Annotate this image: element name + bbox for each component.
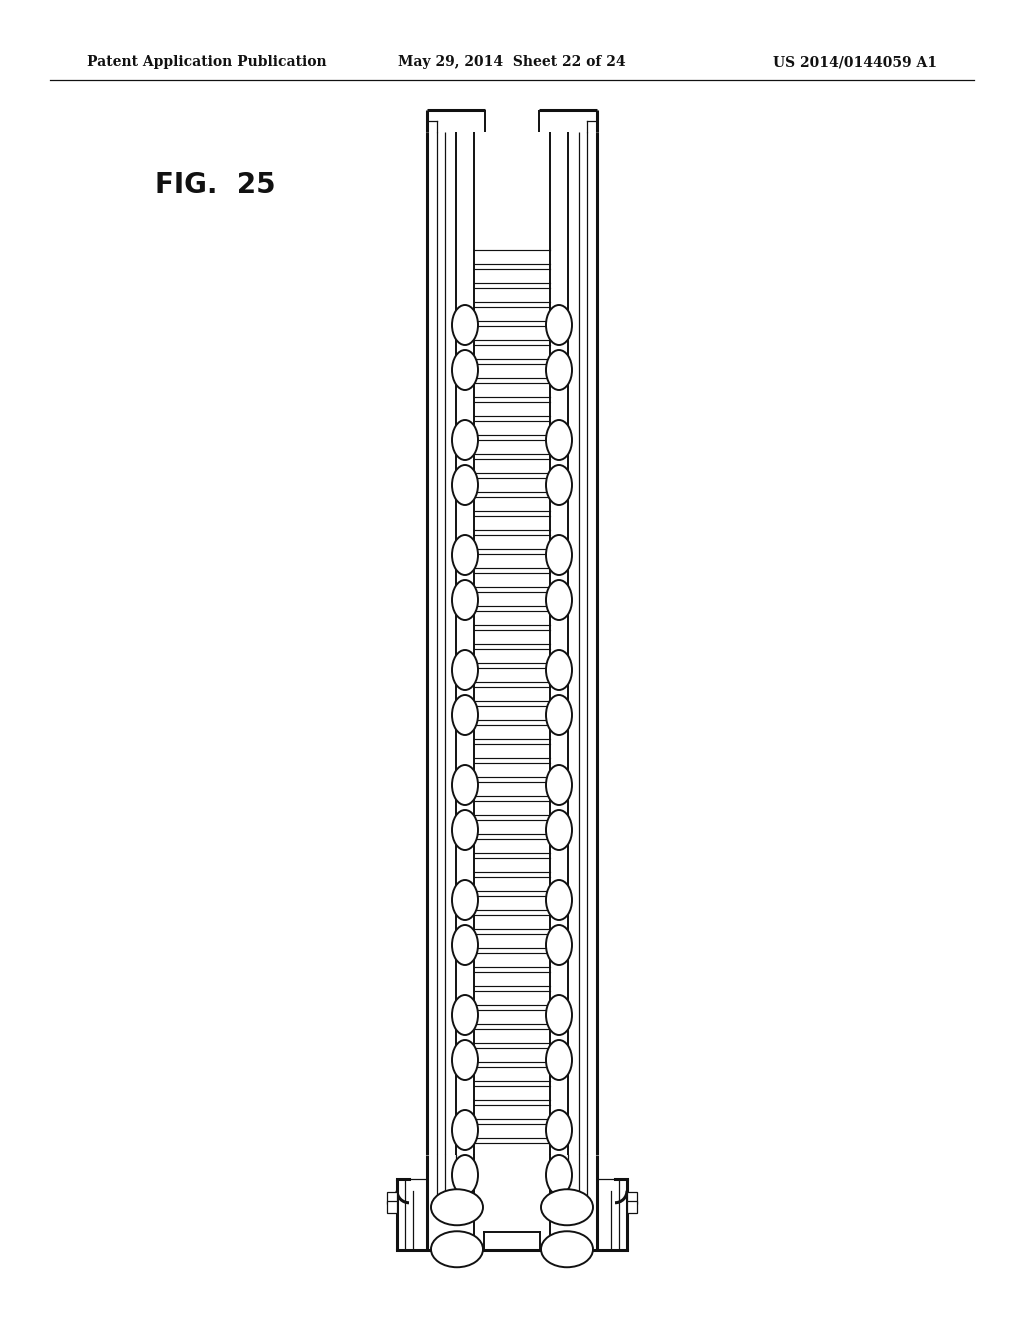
Ellipse shape [546, 925, 572, 965]
Ellipse shape [452, 995, 478, 1035]
Bar [387, 1192, 397, 1204]
Ellipse shape [452, 696, 478, 735]
Ellipse shape [546, 1155, 572, 1195]
Ellipse shape [452, 810, 478, 850]
Bar [427, 110, 597, 132]
Ellipse shape [546, 579, 572, 620]
Ellipse shape [546, 810, 572, 850]
Ellipse shape [546, 305, 572, 345]
Ellipse shape [546, 465, 572, 506]
Ellipse shape [546, 696, 572, 735]
Ellipse shape [546, 350, 572, 389]
Ellipse shape [541, 1232, 593, 1267]
Ellipse shape [452, 880, 478, 920]
Ellipse shape [546, 420, 572, 459]
Ellipse shape [452, 350, 478, 389]
Text: May 29, 2014  Sheet 22 of 24: May 29, 2014 Sheet 22 of 24 [398, 55, 626, 69]
Bar [427, 132, 597, 1155]
Ellipse shape [546, 1110, 572, 1150]
Ellipse shape [452, 535, 478, 576]
Ellipse shape [546, 995, 572, 1035]
Ellipse shape [431, 1189, 483, 1225]
Ellipse shape [541, 1189, 593, 1225]
Bar [627, 1201, 637, 1213]
Ellipse shape [452, 465, 478, 506]
Text: Patent Application Publication: Patent Application Publication [87, 55, 327, 69]
Bar [485, 96, 539, 132]
Ellipse shape [452, 1110, 478, 1150]
Ellipse shape [452, 420, 478, 459]
Ellipse shape [431, 1232, 483, 1267]
Ellipse shape [452, 305, 478, 345]
Text: FIG.  25: FIG. 25 [155, 172, 275, 199]
Ellipse shape [546, 649, 572, 690]
Ellipse shape [452, 766, 478, 805]
Ellipse shape [546, 880, 572, 920]
Ellipse shape [546, 766, 572, 805]
Ellipse shape [452, 1155, 478, 1195]
Bar [387, 1201, 397, 1213]
Bar [627, 1192, 637, 1204]
Ellipse shape [546, 535, 572, 576]
Text: US 2014/0144059 A1: US 2014/0144059 A1 [773, 55, 937, 69]
Ellipse shape [452, 1040, 478, 1080]
Ellipse shape [452, 649, 478, 690]
Ellipse shape [452, 925, 478, 965]
Ellipse shape [452, 579, 478, 620]
Bar [397, 1155, 627, 1250]
Ellipse shape [546, 1040, 572, 1080]
